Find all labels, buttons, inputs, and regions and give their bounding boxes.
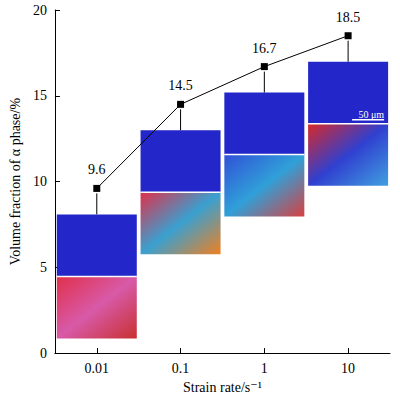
svg-text:10: 10 (33, 174, 47, 189)
svg-text:0: 0 (40, 346, 47, 361)
svg-text:20: 20 (33, 3, 47, 18)
svg-text:Volume fraction of α phase/%: Volume fraction of α phase/% (8, 98, 23, 266)
svg-text:14.5: 14.5 (168, 78, 193, 93)
svg-text:Strain rate/s⁻¹: Strain rate/s⁻¹ (183, 380, 262, 395)
svg-text:1: 1 (261, 361, 268, 376)
svg-text:15: 15 (33, 88, 47, 103)
svg-text:18.5: 18.5 (336, 10, 361, 25)
svg-text:0.1: 0.1 (172, 361, 190, 376)
svg-text:9.6: 9.6 (88, 162, 106, 177)
svg-text:50 μm: 50 μm (358, 109, 384, 120)
svg-text:5: 5 (40, 260, 47, 275)
svg-text:0.01: 0.01 (85, 361, 110, 376)
svg-text:10: 10 (341, 361, 355, 376)
svg-text:16.7: 16.7 (252, 41, 277, 56)
